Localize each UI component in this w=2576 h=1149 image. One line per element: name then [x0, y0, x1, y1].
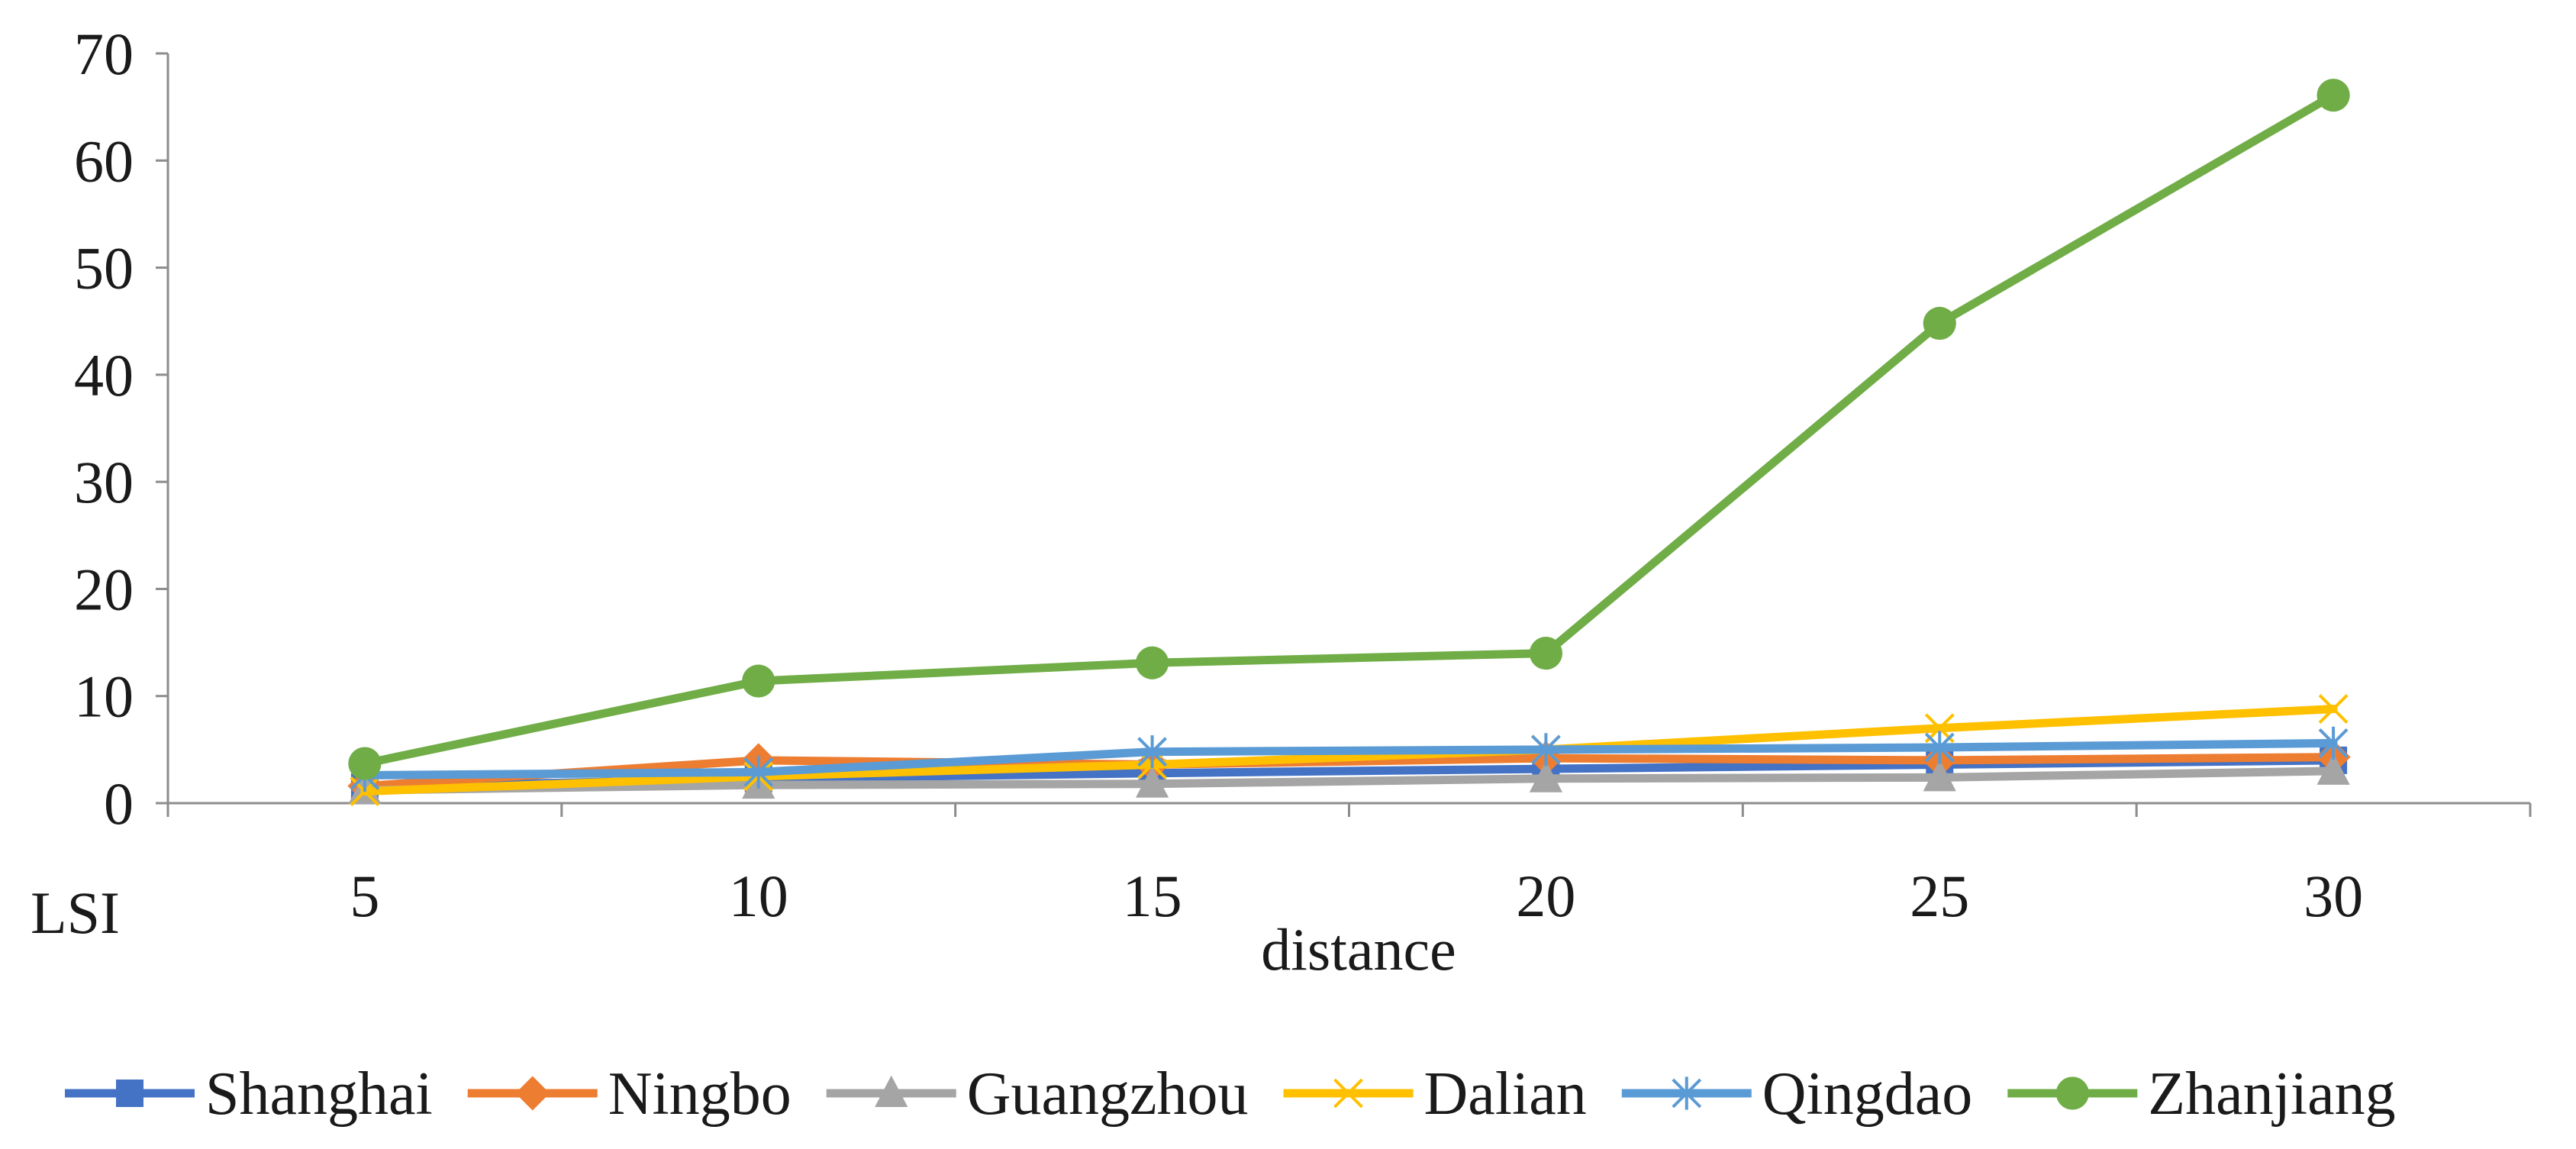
triangle-marker — [875, 1075, 908, 1107]
x-tick-label: 5 — [350, 863, 379, 929]
series-line-guangzhou — [360, 767, 2338, 795]
circle-marker — [742, 664, 775, 698]
asterisk-marker — [743, 755, 774, 789]
x-tick-label: 15 — [1123, 863, 1182, 929]
triangle-marker — [2316, 753, 2350, 785]
legend-item-dalian: Dalian — [1283, 1060, 1587, 1128]
circle-marker — [1135, 646, 1169, 679]
y-tick-label: 30 — [74, 449, 134, 515]
x-marker — [2318, 694, 2349, 724]
series-line-qingdao — [360, 738, 2338, 780]
axes — [166, 53, 2530, 805]
x-tick-label: 10 — [729, 863, 788, 929]
circle-marker — [1529, 637, 1563, 670]
diamond-marker — [515, 1076, 550, 1111]
legend-item-shanghai: Shanghai — [65, 1060, 433, 1128]
y-tick-label: 60 — [74, 127, 134, 194]
circle-marker — [348, 747, 382, 780]
legend-label: Zhanjiang — [2148, 1060, 2395, 1128]
series-line-zhanjiang — [360, 91, 2338, 768]
asterisk-marker — [1531, 733, 1561, 767]
y-tick-label: 70 — [74, 21, 134, 87]
legend-label: Ningbo — [608, 1060, 791, 1128]
x-tick-label: 20 — [1516, 863, 1575, 929]
plot-area — [347, 79, 2351, 806]
y-tick-label: 40 — [74, 342, 134, 408]
series-line-dalian — [360, 705, 2338, 796]
legend-label: Qingdao — [1762, 1060, 1973, 1128]
y-tick-label: 10 — [74, 663, 134, 730]
asterisk-marker — [1924, 731, 1955, 764]
legend-label: Dalian — [1424, 1060, 1587, 1128]
square-marker — [116, 1080, 143, 1107]
series-qingdao — [350, 726, 2349, 792]
legend-item-zhanjiang: Zhanjiang — [2007, 1060, 2396, 1128]
circle-marker — [2316, 79, 2350, 112]
circle-marker — [2055, 1076, 2089, 1110]
legend-item-guangzhou: Guangzhou — [826, 1060, 1249, 1128]
y-tick-label: 20 — [74, 556, 134, 622]
x-tick-label: 25 — [1910, 863, 1969, 929]
x-tick-label: 30 — [2304, 863, 2363, 929]
legend-item-ningbo: Ningbo — [467, 1060, 791, 1128]
legend-item-qingdao: Qingdao — [1621, 1060, 1973, 1128]
y-tick-label: 0 — [104, 770, 134, 837]
asterisk-marker — [1672, 1076, 1702, 1110]
x-marker — [1333, 1078, 1363, 1109]
triangle-marker — [1923, 759, 1956, 792]
legend-label: Guangzhou — [967, 1060, 1249, 1128]
y-tick-label: 50 — [74, 235, 134, 302]
x-axis-label: distance — [1261, 916, 1456, 983]
circle-marker — [1923, 306, 1956, 341]
series-line-ningbo — [360, 753, 2338, 791]
x-axis-ticks: 5 10 15 20 25 30 — [166, 803, 2532, 929]
series-zhanjiang — [348, 79, 2350, 780]
legend-label: Shanghai — [205, 1060, 433, 1128]
y-axis-ticks: 0 10 20 30 40 50 60 70 — [74, 21, 168, 837]
triangle-marker — [1135, 766, 1169, 798]
triangle-marker — [1529, 760, 1563, 792]
legend: Shanghai Ningbo Guangzhou Dalian Qingdao Zhan… — [65, 1060, 2396, 1128]
y-axis-label: LSI — [31, 880, 120, 946]
asterisk-marker — [2318, 726, 2349, 760]
asterisk-marker — [1137, 735, 1167, 769]
